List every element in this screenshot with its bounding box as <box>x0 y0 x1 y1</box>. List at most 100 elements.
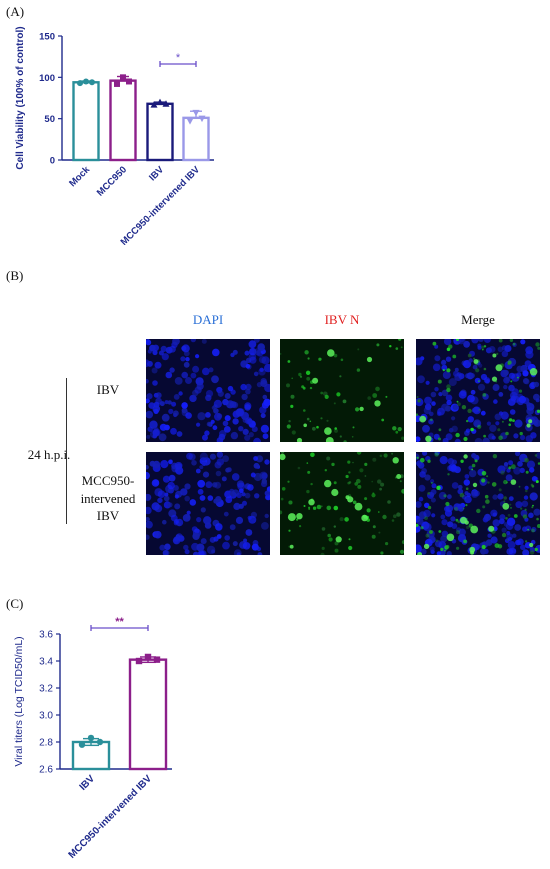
viral-signal <box>401 488 404 494</box>
nucleus <box>529 546 534 551</box>
nucleus <box>151 502 160 511</box>
micrograph-image <box>416 339 540 442</box>
nucleus <box>483 339 491 343</box>
nucleus <box>260 379 268 388</box>
nucleus <box>468 469 477 478</box>
nucleus <box>440 359 447 366</box>
viral-signal <box>291 430 296 435</box>
nucleus <box>222 398 229 406</box>
viral-signal <box>447 473 450 476</box>
nucleus <box>441 530 449 537</box>
viral-signal <box>492 454 498 459</box>
viral-signal <box>529 550 535 555</box>
viral-signal <box>343 440 347 442</box>
nucleus <box>250 472 256 478</box>
viral-signal <box>306 489 310 494</box>
viral-signal <box>456 530 460 535</box>
nucleus <box>515 539 521 546</box>
viral-signal <box>355 407 360 412</box>
viral-signal <box>312 506 317 510</box>
nucleus <box>431 401 436 406</box>
nucleus <box>170 427 177 435</box>
viral-signal-bright <box>419 415 427 423</box>
nucleus <box>211 375 219 384</box>
nucleus <box>424 502 430 508</box>
nucleus <box>236 552 241 555</box>
micrograph-image <box>146 339 270 442</box>
viral-signal <box>461 405 467 410</box>
nucleus <box>196 517 202 523</box>
viral-signal-bright <box>470 525 479 534</box>
nucleus <box>452 404 459 410</box>
nucleus <box>431 513 436 518</box>
viral-signal <box>467 408 472 414</box>
viral-signal <box>517 376 519 379</box>
viral-signal <box>484 494 489 499</box>
viral-signal <box>446 387 451 393</box>
viral-signal <box>299 375 303 378</box>
y-axis-label: Viral titers (Log TCID50/mL) <box>13 636 25 766</box>
nucleus <box>434 452 440 456</box>
viral-signal <box>437 379 442 384</box>
viral-signal <box>309 420 312 423</box>
nucleus <box>471 339 479 344</box>
nucleus <box>447 521 454 528</box>
nucleus <box>473 419 482 428</box>
viral-signal <box>455 432 460 438</box>
viral-signal <box>356 478 361 484</box>
nucleus <box>503 384 508 390</box>
nucleus <box>245 363 251 369</box>
nucleus <box>436 411 442 417</box>
nucleus <box>264 363 270 373</box>
nucleus <box>477 383 486 391</box>
viral-signal <box>357 348 360 351</box>
nucleus <box>470 389 476 395</box>
nucleus <box>185 412 192 419</box>
nucleus <box>525 435 533 442</box>
viral-signal <box>342 399 347 404</box>
nucleus <box>457 339 466 345</box>
viral-signal <box>477 424 482 429</box>
nucleus <box>247 484 254 491</box>
nucleus <box>195 354 200 359</box>
nucleus <box>244 350 250 356</box>
viral-signal <box>340 358 344 362</box>
nucleus <box>458 484 463 490</box>
viral-signal <box>442 369 445 372</box>
viral-signal <box>380 482 385 487</box>
nucleus <box>472 364 478 370</box>
viral-signal <box>429 530 433 534</box>
nucleus <box>200 507 206 513</box>
nucleus <box>514 524 522 531</box>
nucleus <box>232 418 239 425</box>
nucleus <box>513 467 521 475</box>
nucleus <box>444 506 450 512</box>
nucleus <box>430 479 435 484</box>
viral-signal-bright <box>331 488 339 497</box>
viral-signal-bright <box>359 406 364 412</box>
panel-a-label: (A) <box>6 4 25 19</box>
viral-signal <box>351 436 354 438</box>
nucleus <box>430 497 436 503</box>
nucleus <box>425 380 430 385</box>
viral-signal <box>359 468 364 473</box>
micrograph-mcc950-ibv-merge <box>416 452 540 555</box>
viral-signal <box>427 492 431 495</box>
nucleus <box>515 501 523 509</box>
viral-signal <box>378 511 380 513</box>
nucleus <box>159 544 166 551</box>
viral-signal <box>456 400 459 403</box>
viral-signal <box>320 552 325 555</box>
viral-signal <box>334 428 338 433</box>
viral-signal <box>457 520 461 524</box>
nucleus <box>244 492 251 499</box>
nucleus <box>174 503 181 510</box>
nucleus <box>157 497 163 504</box>
viral-signal <box>324 394 329 399</box>
panel-c-label: (C) <box>6 596 24 611</box>
viral-signal <box>463 539 467 544</box>
viral-signal <box>503 496 507 500</box>
viral-signal <box>401 436 404 440</box>
viral-signal <box>475 368 480 373</box>
data-point <box>77 80 83 87</box>
